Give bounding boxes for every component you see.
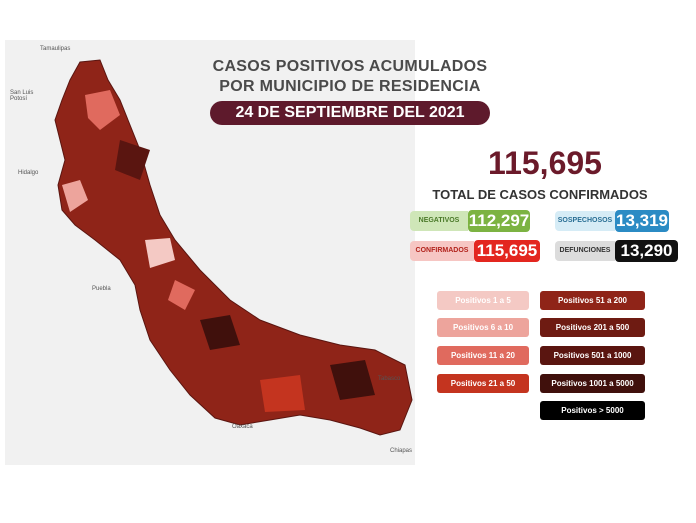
region: [200, 315, 240, 350]
state-shape: [54, 59, 413, 436]
title: POR MUNICIPIO DE RESIDENCIA: [219, 78, 481, 95]
date: 24 DE SEPTIEMBRE DEL 2021: [210, 101, 490, 125]
legend-item: Positivos 201 a 500: [540, 318, 645, 337]
map-label: Tabasco: [378, 376, 401, 382]
stat-label: SOSPECHOSOS: [555, 211, 615, 231]
stat-value: 112,297: [468, 210, 530, 232]
region: [168, 280, 195, 310]
legend-item: Positivos 501 a 1000: [540, 346, 645, 365]
title: CASOS POSITIVOS ACUMULADOS: [212, 58, 488, 75]
region: [85, 90, 120, 130]
map-label: Oaxaca: [232, 424, 253, 430]
legend-item: Positivos 21 a 50: [437, 374, 529, 393]
region: [115, 140, 150, 180]
map-label: Puebla: [92, 286, 111, 292]
region: [62, 180, 88, 212]
map-label: San Luis Potosí: [10, 90, 34, 102]
legend-item: Positivos 51 a 200: [540, 291, 645, 310]
legend-item: Positivos 11 a 20: [437, 346, 529, 365]
legend-item: Positivos > 5000: [540, 401, 645, 420]
total-cases: 115,695: [488, 145, 602, 181]
stat-label: DEFUNCIONES: [555, 241, 615, 261]
stat-value: 13,319: [615, 210, 669, 232]
stat-value: 115,695: [474, 240, 540, 262]
map-label: Hidalgo: [18, 170, 39, 176]
legend-item: Positivos 6 a 10: [437, 318, 529, 337]
map-label: Chiapas: [390, 448, 413, 454]
region: [145, 238, 175, 268]
region: [260, 375, 305, 412]
map-label: Tamaulipas: [40, 46, 71, 52]
legend-item: Positivos 1001 a 5000: [540, 374, 645, 393]
stat-label: NEGATIVOS: [410, 211, 468, 231]
total-label: TOTAL DE CASOS CONFIRMADOS: [432, 187, 648, 202]
stat-label: CONFIRMADOS: [410, 241, 474, 261]
region: [330, 360, 375, 400]
legend-item: Positivos 1 a 5: [437, 291, 529, 310]
stat-value: 13,290: [615, 240, 678, 262]
